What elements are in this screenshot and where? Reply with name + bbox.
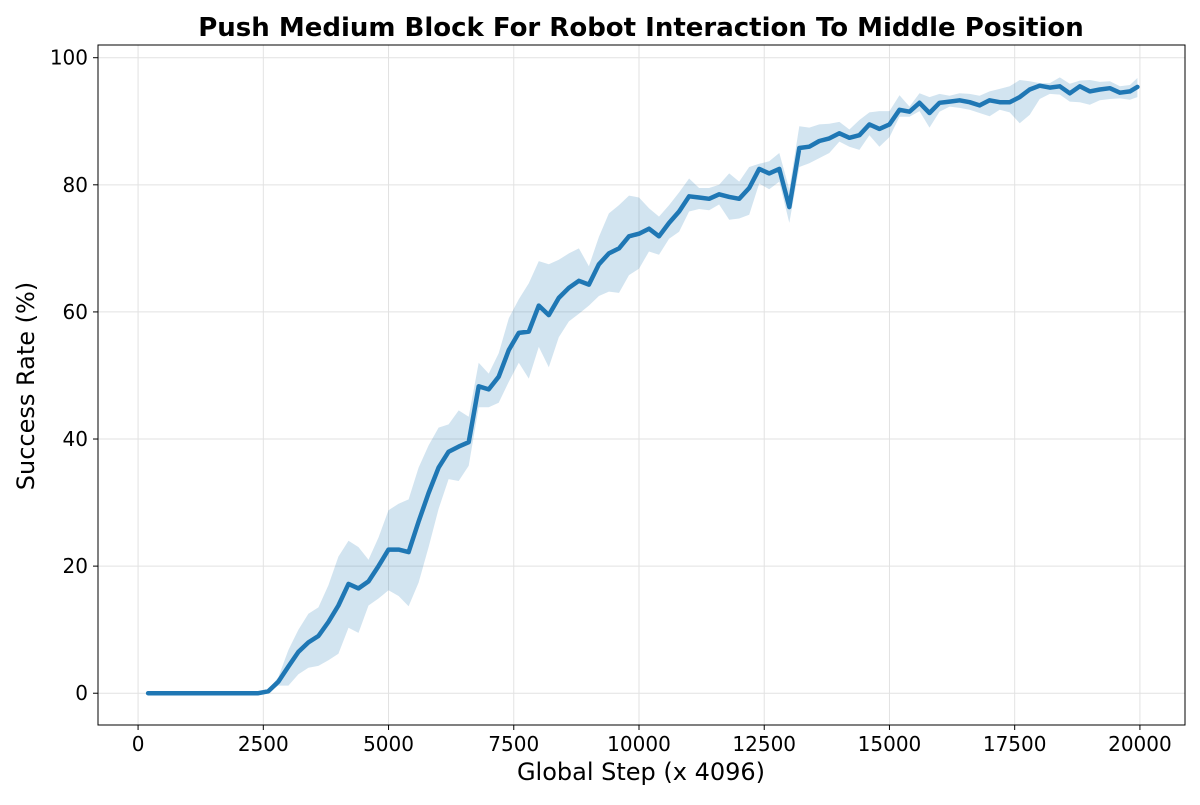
x-tick-label: 0 [132, 732, 145, 756]
x-tick-label: 5000 [363, 732, 414, 756]
plot-frame [97, 44, 1186, 726]
y-tick-label: 60 [63, 300, 88, 324]
y-tick-label: 80 [63, 173, 88, 197]
y-tick-label: 0 [75, 681, 88, 705]
x-tick-label: 7500 [488, 732, 539, 756]
y-tick-label: 40 [63, 427, 88, 451]
x-tick-label: 10000 [607, 732, 671, 756]
x-axis-ticks: 0 2500 5000 7500 10000 12500 15000 17500 20000 [132, 725, 1172, 756]
x-tick-label: 17500 [983, 732, 1047, 756]
mean-success-line [145, 83, 1140, 696]
x-tick-label: 20000 [1108, 732, 1172, 756]
x-tick-label: 2500 [238, 732, 289, 756]
chart-title: Push Medium Block For Robot Interaction … [198, 13, 1084, 43]
x-tick-label: 12500 [732, 732, 796, 756]
x-axis-label: Global Step (x 4096) [517, 758, 765, 786]
y-axis-label: Success Rate (%) [12, 282, 40, 490]
x-tick-label: 15000 [858, 732, 922, 756]
y-tick-label: 100 [50, 46, 88, 70]
y-tick-label: 20 [63, 554, 88, 578]
confidence-band [148, 77, 1138, 694]
grid-lines [98, 45, 1185, 725]
y-axis-ticks: 0 20 40 60 80 100 [50, 46, 98, 705]
